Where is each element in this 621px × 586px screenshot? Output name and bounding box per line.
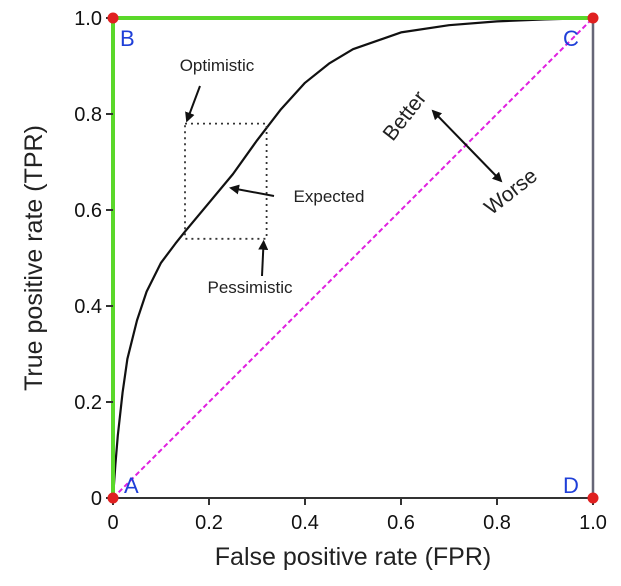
y-tick-label: 1.0 — [74, 8, 102, 30]
better-label: Better — [379, 87, 432, 145]
corner-label-b: B — [120, 26, 135, 51]
x-tick-label: 0.4 — [291, 512, 319, 534]
pessimistic-label: Pessimistic — [207, 278, 293, 297]
corner-point-b — [107, 12, 119, 24]
optimistic-arrow — [185, 85, 201, 123]
uncertainty-box — [184, 122, 268, 240]
corner-point-d — [587, 492, 599, 504]
corner-point-c — [587, 12, 599, 24]
y-tick-label: 0.4 — [74, 296, 102, 318]
corner-label-a: A — [124, 473, 139, 498]
corner-point-a — [107, 492, 119, 504]
x-tick-label: 0 — [107, 512, 118, 534]
random-classifier-line — [112, 17, 594, 499]
expected-label: Expected — [294, 187, 365, 206]
pessimistic-arrow — [258, 239, 269, 277]
corner-label-d: D — [563, 473, 579, 498]
x-axis-title: False positive rate (FPR) — [215, 543, 491, 571]
roc-curve-line — [111, 16, 594, 499]
optimistic-label: Optimistic — [180, 56, 255, 75]
x-tick-label: 1.0 — [579, 512, 607, 534]
y-tick-label: 0.6 — [74, 200, 102, 222]
corner-label-c: C — [563, 26, 579, 51]
y-tick-label: 0 — [91, 488, 102, 510]
x-tick-label: 0.8 — [483, 512, 511, 534]
worse-arrow — [466, 145, 503, 183]
y-tick-label: 0.2 — [74, 392, 102, 414]
worse-label: Worse — [480, 164, 542, 219]
expected-arrow — [229, 184, 275, 197]
better-arrow — [431, 109, 468, 147]
x-tick-label: 0.6 — [387, 512, 415, 534]
x-tick-label: 0.2 — [195, 512, 223, 534]
y-axis-title: True positive rate (TPR) — [20, 125, 48, 391]
y-tick-label: 0.8 — [74, 104, 102, 126]
